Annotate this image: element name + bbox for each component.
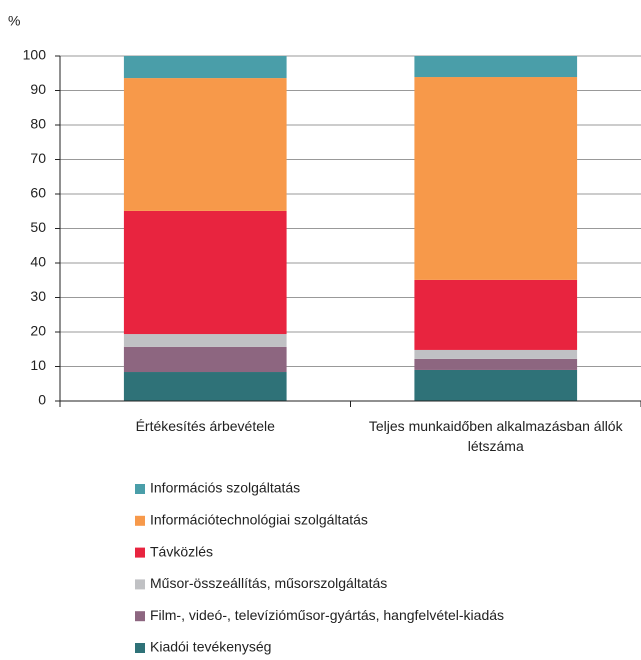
- y-tick-label: 90: [30, 81, 46, 97]
- y-axis-label: %: [8, 13, 20, 29]
- y-tick-label: 0: [38, 392, 46, 408]
- y-tick-label: 60: [30, 185, 46, 201]
- bar-segment: [414, 77, 578, 280]
- x-tick-label: Teljes munkaidőben alkalmazásban állók l…: [368, 418, 623, 454]
- bar-segment: [123, 78, 287, 211]
- legend-swatch: [135, 643, 145, 653]
- y-tick-label: 20: [30, 323, 46, 339]
- legend-swatch: [135, 547, 145, 558]
- bar-segment: [414, 56, 578, 78]
- y-tick-label: 10: [30, 357, 46, 373]
- bar-segment: [123, 372, 287, 401]
- legend-label: Információs szolgáltatás: [150, 480, 300, 496]
- bar-segment: [414, 358, 578, 370]
- y-tick-label: 100: [23, 47, 47, 63]
- bar-segment: [123, 346, 287, 373]
- bar-segment: [123, 56, 287, 79]
- legend-label: Műsor-összeállítás, műsorszolgáltatás: [150, 575, 387, 591]
- legend-swatch: [135, 484, 145, 494]
- bar-segment: [123, 210, 287, 335]
- legend-label: Film-, videó-, televízióműsor-gyártás, h…: [150, 607, 504, 623]
- legend-swatch: [135, 611, 145, 622]
- bar-segment: [414, 349, 578, 359]
- y-tick-label: 70: [30, 150, 46, 166]
- legend-swatch: [135, 579, 145, 590]
- legend-label: Információtechnológiai szolgáltatás: [150, 512, 368, 528]
- bar-segment: [414, 279, 578, 350]
- bar-segment: [414, 369, 578, 401]
- y-tick-label: 40: [30, 254, 46, 270]
- y-tick-label: 30: [30, 288, 46, 304]
- y-tick-label: 50: [30, 219, 46, 235]
- bar-segment: [123, 334, 287, 347]
- legend-label: Kiadói tevékenység: [150, 639, 271, 655]
- legend-swatch: [135, 515, 145, 526]
- y-tick-label: 80: [30, 116, 46, 132]
- legend-label: Távközlés: [150, 543, 213, 559]
- x-tick-label: Értékesítés árbevétele: [135, 418, 275, 434]
